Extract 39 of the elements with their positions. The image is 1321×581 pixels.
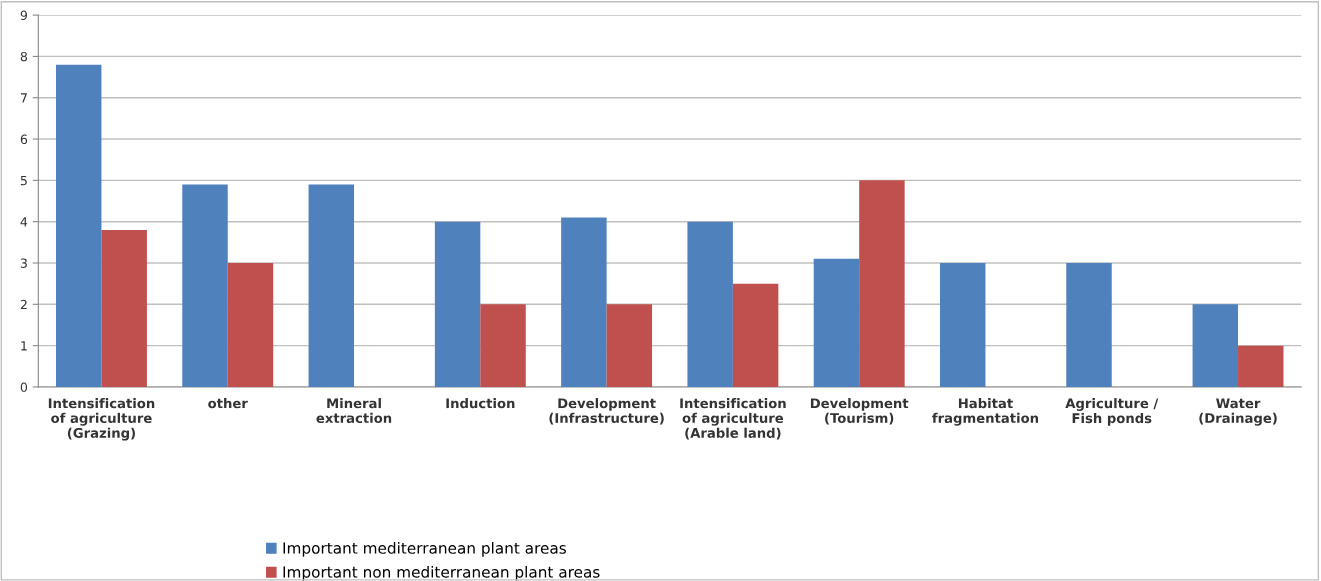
- x-tick-label: Induction: [446, 398, 515, 409]
- bar: [227, 263, 274, 387]
- x-tick-label: Mineral extraction: [316, 398, 392, 424]
- y-tick-label: 4: [20, 217, 28, 227]
- y-tick-label: 8: [20, 51, 28, 62]
- bar: [561, 217, 607, 387]
- y-tick-label: 0: [20, 382, 28, 392]
- bar: [813, 258, 860, 387]
- legend-label: Important mediterranean plant areas: [283, 542, 566, 557]
- y-tick-label: 6: [20, 134, 28, 144]
- bar: [308, 184, 355, 387]
- bar: [1066, 263, 1112, 387]
- bar: [182, 184, 228, 387]
- bar: [480, 304, 526, 387]
- x-tick-label: other: [208, 398, 248, 409]
- bar: [732, 283, 779, 387]
- y-tick-label: 5: [20, 176, 27, 186]
- x-tick-label: Agriculture / Fish ponds: [1065, 398, 1159, 426]
- bar: [101, 229, 147, 387]
- x-tick-label: Water (Drainage): [1199, 398, 1277, 426]
- y-tick-label: 9: [20, 10, 28, 21]
- x-tick-label: Habitat fragmentation: [932, 398, 1039, 426]
- x-tick-label: Intensification of agriculture (Grazing): [48, 398, 155, 441]
- y-tick-label: 3: [20, 258, 27, 268]
- legend-label: Important non mediterranean plant areas: [283, 565, 600, 581]
- y-tick-label: 1: [21, 341, 27, 351]
- bar: [687, 221, 733, 387]
- bar: [940, 263, 986, 387]
- x-tick-label: Development (Tourism): [810, 398, 909, 425]
- x-tick-label: Intensification of agriculture (Arable land): [680, 398, 786, 440]
- bar: [606, 304, 653, 387]
- bar: [55, 64, 102, 387]
- bar: [1238, 345, 1284, 387]
- bar: [859, 180, 905, 387]
- x-tick-label: Development (Infrastructure): [549, 398, 664, 425]
- bar: [434, 221, 481, 387]
- bar: [1192, 304, 1239, 387]
- y-tick-label: 2: [20, 299, 27, 310]
- y-tick-label: 7: [20, 93, 27, 103]
